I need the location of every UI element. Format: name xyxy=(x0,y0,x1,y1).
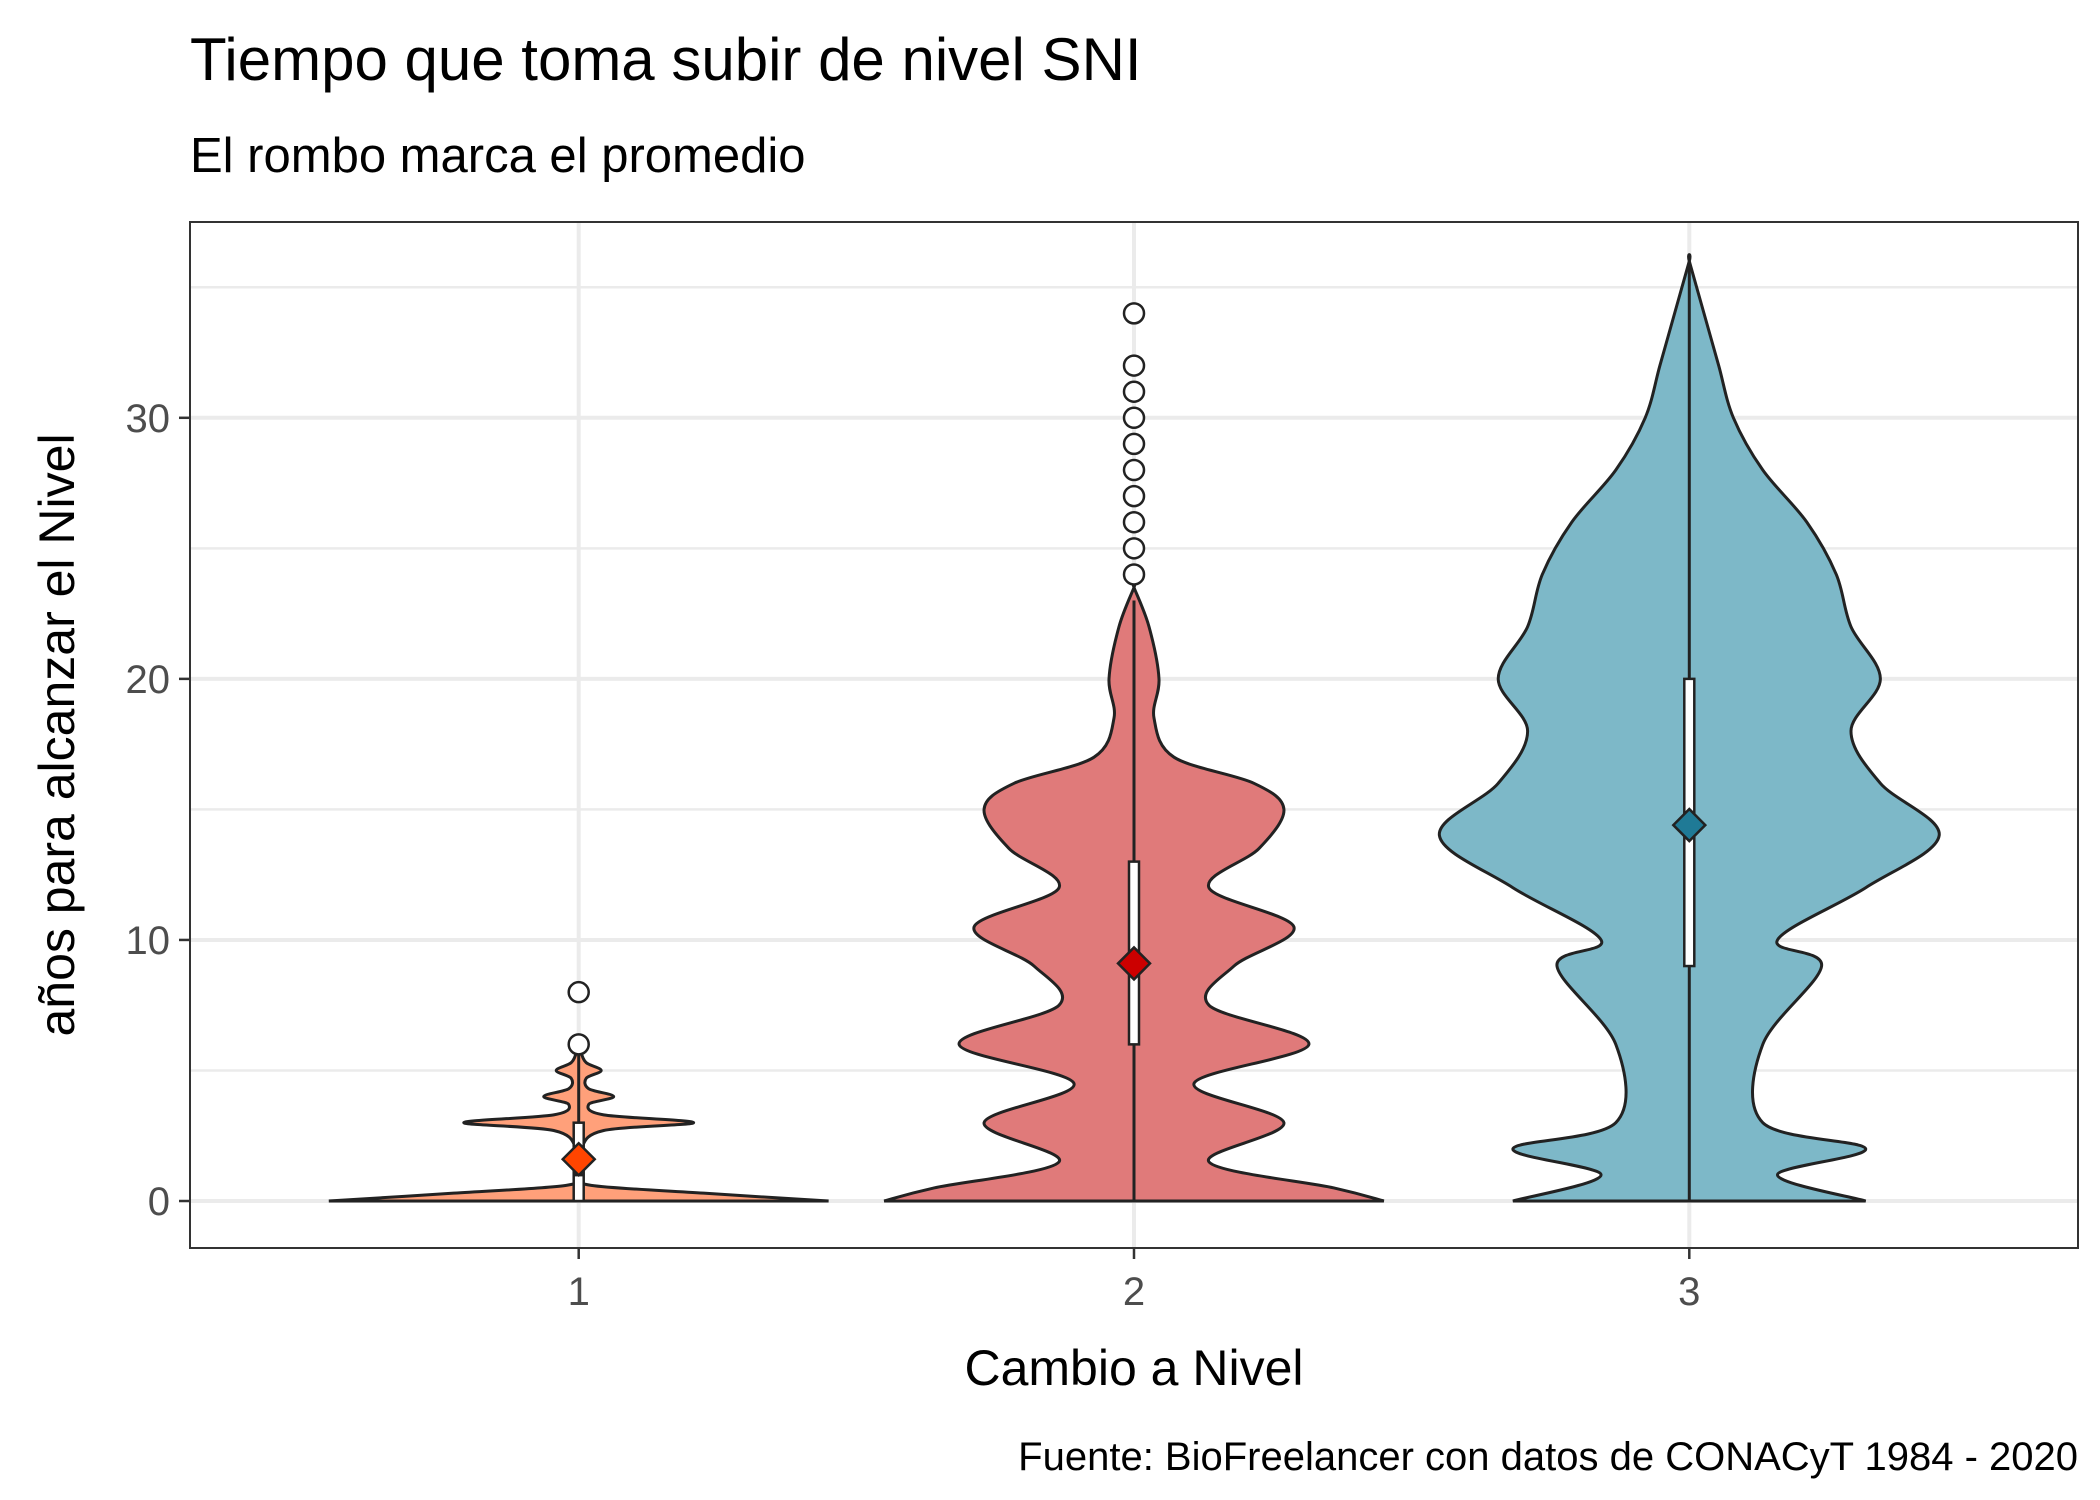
panel-border xyxy=(189,221,2079,1249)
outlier-point xyxy=(1122,354,1146,377)
x-tick-label: 3 xyxy=(1678,1270,1700,1314)
y-tick-label: 10 xyxy=(126,919,171,963)
outlier-point xyxy=(1122,406,1146,430)
x-axis-title: Cambio a Nivel xyxy=(964,1340,1303,1396)
violin-group-2 xyxy=(883,302,1385,1203)
mean-diamond xyxy=(1116,945,1152,982)
outlier-point xyxy=(567,980,590,1004)
outlier-point xyxy=(1122,484,1146,508)
outlier-point xyxy=(1122,432,1146,456)
chart-caption: Fuente: BioFreelancer con datos de CONAC… xyxy=(1018,1435,2078,1479)
violin-group-1 xyxy=(328,980,829,1203)
y-tick-label: 20 xyxy=(126,658,171,702)
violin-group-3 xyxy=(1437,253,1941,1203)
outlier-point xyxy=(1122,380,1146,403)
outlier-point xyxy=(1122,563,1146,586)
mean-diamond xyxy=(1671,807,1708,843)
outlier-point xyxy=(1122,458,1146,482)
y-tick-label: 0 xyxy=(148,1180,170,1224)
outlier-point xyxy=(1122,302,1146,325)
outlier-point xyxy=(1122,510,1146,534)
x-tick-label: 1 xyxy=(568,1270,590,1314)
outlier-point xyxy=(1122,537,1146,560)
mean-diamond xyxy=(560,1141,597,1178)
outlier-point xyxy=(567,1033,590,1056)
y-axis-title: años para alcanzar el Nivel xyxy=(29,433,85,1036)
violins xyxy=(328,253,1941,1203)
y-tick-label: 30 xyxy=(126,397,171,441)
axis-ticks: 0 10 20 30 1 2 3 xyxy=(126,397,1701,1314)
chart-title: Tiempo que toma subir de nivel SNI xyxy=(190,26,1142,93)
chart-subtitle: El rombo marca el promedio xyxy=(190,129,805,183)
x-tick-label: 2 xyxy=(1123,1270,1145,1314)
